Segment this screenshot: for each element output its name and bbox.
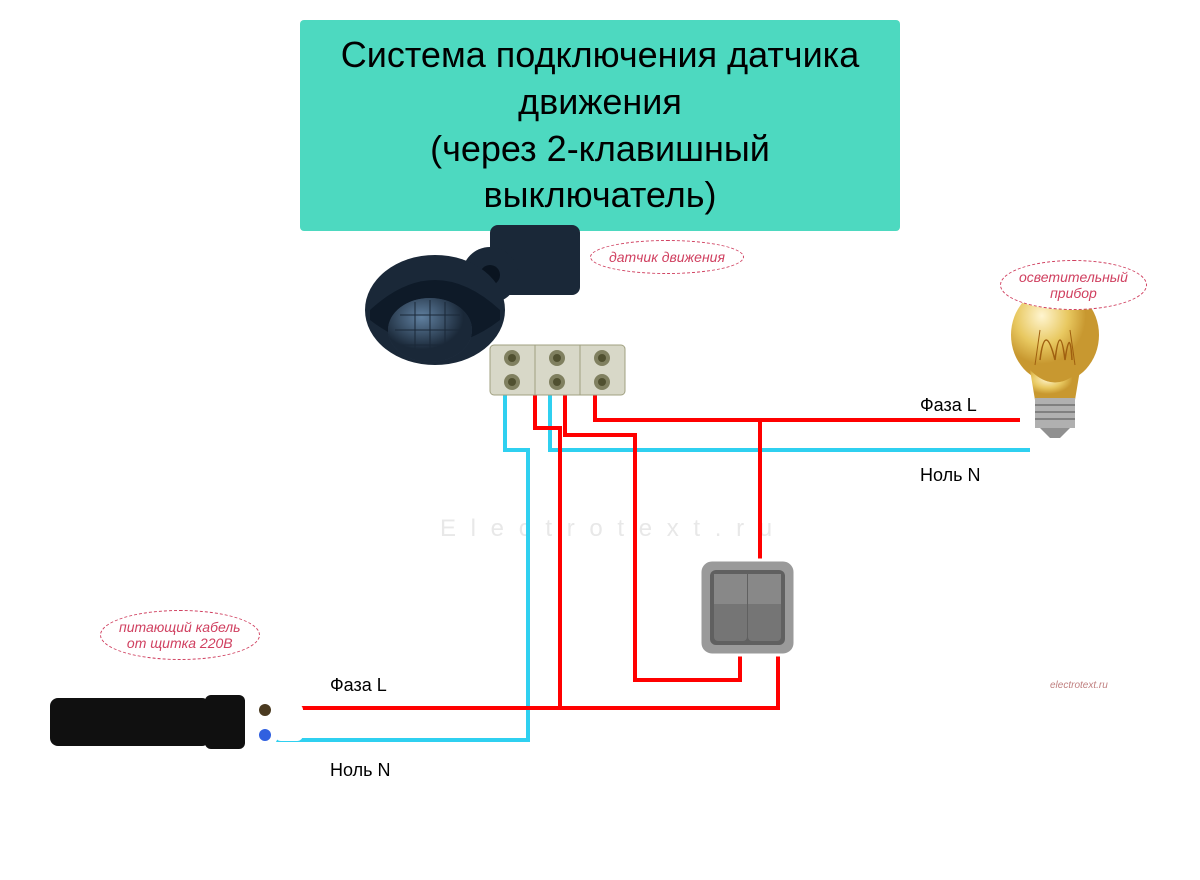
terminal-block-icon: [490, 345, 625, 395]
callout-sensor-text: датчик движения: [609, 249, 725, 265]
callout-sensor: датчик движения: [590, 240, 744, 274]
callout-lamp-l1: осветительный: [1019, 269, 1128, 285]
neutral-wire-main: [275, 390, 528, 740]
callout-lamp: осветительный прибор: [1000, 260, 1147, 310]
diagram-canvas: E l e c t r o t e x t . r u electrotext.…: [0, 180, 1200, 880]
callout-cable: питающий кабель от щитка 220В: [100, 610, 260, 660]
phase-wire-main: [275, 390, 560, 708]
title-line-1: Система подключения датчика движения: [330, 32, 870, 126]
callout-lamp-l2: прибор: [1050, 285, 1097, 301]
label-phase-bot: Фаза L: [330, 675, 387, 696]
motion-sensor-icon: [365, 225, 580, 365]
label-phase-top: Фаза L: [920, 395, 977, 416]
label-neutral-bot: Ноль N: [330, 760, 391, 781]
power-cable-icon: [50, 695, 303, 749]
callout-cable-l2: от щитка 220В: [127, 635, 233, 651]
label-neutral-top: Ноль N: [920, 465, 981, 486]
phase-wire-switch-in1: [595, 420, 760, 570]
wall-switch-icon: [700, 560, 795, 655]
callout-cable-l1: питающий кабель: [119, 619, 241, 635]
